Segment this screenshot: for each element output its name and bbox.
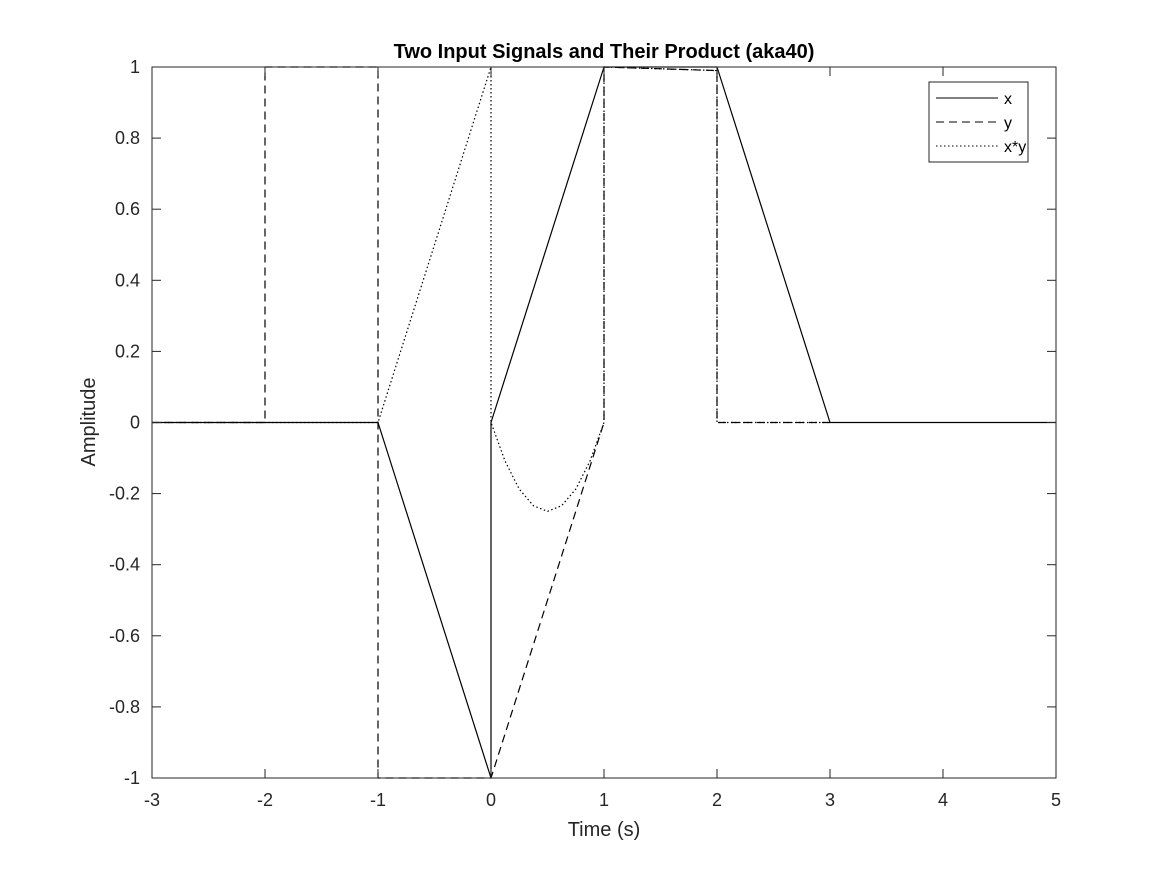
y-tick-label: 1 <box>130 57 140 77</box>
y-tick-label: -0.2 <box>109 484 140 504</box>
y-tick-label: -0.4 <box>109 555 140 575</box>
y-tick-label: 0 <box>130 413 140 433</box>
x-tick-label: -2 <box>257 790 273 810</box>
x-tick-label: 0 <box>486 790 496 810</box>
ticks-layer: -3 -2 -1 0 1 2 3 4 5 -1 -0.8 -0.6 -0.4 -0.2 0 0.2 0.4 0.6… <box>109 57 1061 810</box>
x-tick-label: -3 <box>144 790 160 810</box>
legend-label-y: y <box>1004 115 1012 132</box>
y-tick-label: 0.8 <box>115 128 140 148</box>
series-line-x-times-y <box>152 66 830 512</box>
x-tick-label: 1 <box>599 790 609 810</box>
x-tick-label: 2 <box>712 790 722 810</box>
y-axis-label: Amplitude <box>78 378 100 467</box>
legend-label-x: x <box>1004 91 1012 108</box>
y-tick-label: 0.2 <box>115 341 140 361</box>
legend-label-xy: x*y <box>1004 139 1026 156</box>
y-tick-label: 0.6 <box>115 199 140 219</box>
y-tick-label: -0.8 <box>109 697 140 717</box>
x-tick-label: -1 <box>370 790 386 810</box>
y-tick-label: -1 <box>124 768 140 788</box>
y-tick-label: 0.4 <box>115 270 140 290</box>
legend: x y x*y <box>928 81 1029 163</box>
x-axis-label: Time (s) <box>568 819 641 841</box>
x-tick-label: 4 <box>938 790 948 810</box>
x-tick-label: 3 <box>825 790 835 810</box>
y-tick-label: -0.6 <box>109 626 140 646</box>
series-line-x <box>152 66 1056 779</box>
chart-title: Two Input Signals and Their Product (aka… <box>394 41 815 63</box>
x-tick-label: 5 <box>1051 790 1061 810</box>
